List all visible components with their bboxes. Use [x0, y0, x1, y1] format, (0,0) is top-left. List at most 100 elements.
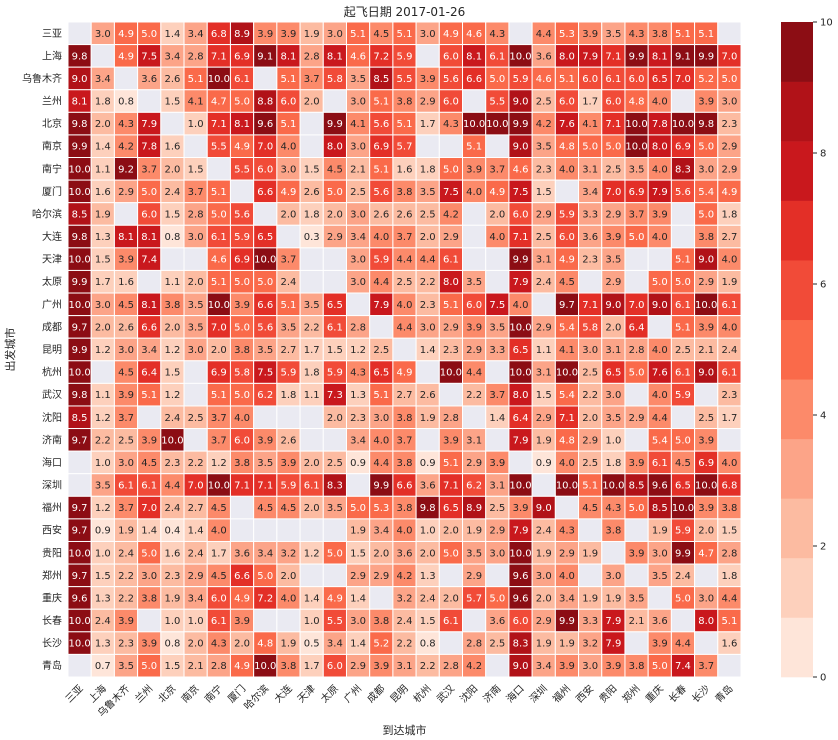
x-tick-label: 昆明: [388, 683, 411, 706]
cell-value-label: 2.6: [397, 209, 413, 220]
cell-value-label: 1.9: [118, 526, 134, 537]
cell-value-label: 1.4: [164, 29, 180, 40]
cell-value-label: 1.0: [164, 616, 180, 627]
cell-value-label: 2.0: [536, 593, 552, 604]
heatmap-cell: [462, 202, 487, 226]
cell-value-label: 6.1: [304, 481, 320, 492]
cell-value-label: 2.0: [281, 209, 297, 220]
x-tick-label: 武汉: [434, 682, 457, 705]
cell-value-label: 6.0: [559, 232, 575, 243]
cell-value-label: 1.5: [95, 255, 111, 266]
cell-value-label: 2.2: [188, 458, 204, 469]
cell-value-label: 10.0: [254, 255, 276, 266]
cell-value-label: 7.1: [211, 119, 227, 130]
cell-value-label: 8.1: [466, 51, 482, 62]
cell-value-label: 5.0: [489, 593, 505, 604]
cell-value-label: 2.5: [489, 503, 505, 514]
cell-value-label: 2.6: [164, 74, 180, 85]
cell-value-label: 5.1: [675, 29, 691, 40]
heatmap-cell: [694, 382, 719, 407]
cell-value-label: 2.7: [188, 503, 204, 514]
cell-value-label: 3.0: [118, 458, 134, 469]
cell-value-label: 3.9: [420, 74, 436, 85]
y-tick-label: 武汉: [42, 388, 62, 401]
cell-value-label: 8.0: [327, 142, 343, 153]
cell-value-label: 1.9: [164, 593, 180, 604]
cell-value-label: 7.1: [211, 51, 227, 62]
cell-value-label: 4.4: [164, 481, 180, 492]
cell-value-label: 6.9: [629, 187, 645, 198]
cell-value-label: 6.0: [281, 97, 297, 108]
heatmap-cell: [299, 563, 324, 588]
cell-value-label: 6.0: [559, 97, 575, 108]
cell-value-label: 1.2: [95, 413, 111, 424]
cell-value-label: 6.1: [443, 616, 459, 627]
heatmap-cell: [624, 518, 649, 542]
cell-value-label: 1.4: [188, 526, 204, 537]
cell-value-label: 2.5: [397, 277, 413, 288]
cell-value-label: 8.0: [443, 277, 459, 288]
cell-value-label: 5.0: [141, 661, 157, 672]
cell-value-label: 10.0: [625, 119, 647, 130]
cell-value-label: 4.9: [397, 368, 413, 379]
cell-value-label: 9.9: [675, 548, 691, 559]
cell-value-label: 9.9: [629, 51, 645, 62]
x-tick-label: 成都: [365, 683, 388, 706]
cell-value-label: 3.9: [513, 503, 529, 514]
heatmap-cell: [438, 382, 464, 407]
x-tick-label: 广州: [342, 683, 365, 706]
cell-value-label: 4.0: [513, 300, 529, 311]
cell-value-label: 7.6: [559, 119, 575, 130]
cell-value-label: 1.5: [721, 526, 737, 537]
y-tick-label: 昆明: [42, 344, 62, 356]
cell-value-label: 6.0: [582, 74, 598, 85]
cell-value-label: 5.8: [234, 368, 250, 379]
cell-value-label: 1.9: [536, 548, 552, 559]
cell-value-label: 2.9: [536, 413, 552, 424]
cell-value-label: 1.3: [420, 571, 436, 582]
cell-value-label: 5.0: [675, 593, 691, 604]
cell-value-label: 3.7: [629, 209, 645, 220]
heatmap-cell: [137, 405, 162, 430]
cell-value-label: 0.4: [164, 526, 180, 537]
cell-value-label: 7.9: [513, 277, 529, 288]
cell-value-label: 1.8: [721, 571, 737, 582]
cell-value-label: 3.6: [141, 74, 157, 85]
cell-value-label: 2.2: [582, 390, 598, 401]
cell-value-label: 4.0: [559, 164, 575, 175]
heatmap-cell: [624, 247, 649, 271]
heatmap-cell: [624, 428, 649, 452]
cell-value-label: 3.5: [489, 322, 505, 333]
heatmap-cell: [694, 631, 719, 655]
y-tick-label: 海口: [42, 456, 62, 469]
cell-value-label: 2.3: [536, 164, 552, 175]
cell-value-label: 3.4: [141, 345, 157, 356]
cell-value-label: 4.1: [582, 119, 598, 130]
heatmap-cell: [462, 89, 487, 113]
cell-value-label: 3.6: [397, 548, 413, 559]
cell-value-label: 10.0: [68, 255, 90, 266]
heatmap-cell: [508, 450, 533, 475]
cell-value-label: 3.1: [605, 345, 621, 356]
cell-value-label: 9.7: [72, 322, 88, 333]
cell-value-label: 9.8: [72, 232, 88, 243]
cell-value-label: 3.4: [373, 526, 389, 537]
cell-value-label: 4.6: [211, 255, 227, 266]
cell-value-label: 2.3: [164, 458, 180, 469]
cell-value-label: 3.1: [466, 435, 482, 446]
cell-value-label: 3.9: [257, 29, 273, 40]
heatmap-cell: [276, 405, 301, 430]
cell-value-label: 7.5: [489, 300, 505, 311]
heatmap-cell: [670, 202, 696, 226]
cell-value-label: 5.1: [675, 255, 691, 266]
cell-value-label: 5.2: [698, 74, 714, 85]
cell-value-label: 2.0: [327, 413, 343, 424]
cell-value-label: 2.6: [281, 435, 297, 446]
y-tick-label: 济南: [42, 433, 62, 446]
cell-value-label: 9.7: [72, 571, 88, 582]
cell-value-label: 4.5: [675, 458, 691, 469]
heatmap-cell: [183, 134, 208, 159]
cell-value-label: 2.9: [118, 187, 134, 198]
cell-value-label: 5.6: [234, 209, 250, 220]
cell-value-label: 5.0: [141, 548, 157, 559]
